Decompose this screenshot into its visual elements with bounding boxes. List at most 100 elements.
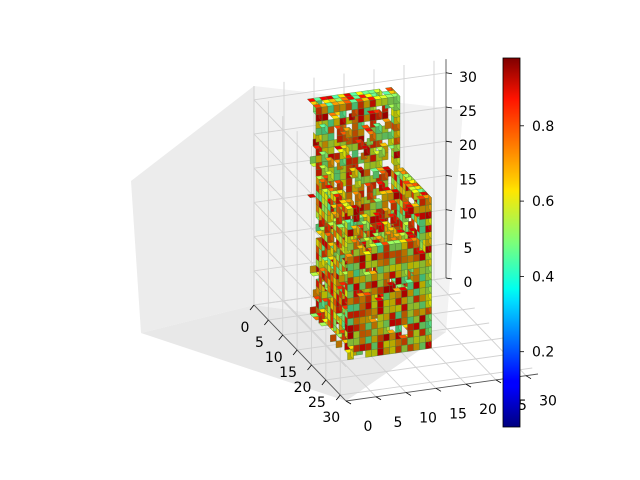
voxel-front-face	[359, 261, 366, 270]
voxel-front-face	[389, 305, 396, 314]
voxel	[401, 255, 408, 264]
voxel	[395, 270, 402, 279]
voxel	[419, 266, 426, 275]
voxel	[377, 279, 384, 288]
voxel	[327, 132, 335, 141]
voxel-front-face	[359, 275, 366, 284]
voxel-front-face	[347, 276, 354, 285]
voxel-front-face	[401, 344, 408, 353]
voxel	[339, 171, 347, 181]
voxel-front-face	[419, 253, 426, 262]
voxel	[371, 348, 378, 357]
voxel-front-face	[389, 264, 396, 273]
voxel-front-face	[413, 287, 420, 297]
voxel	[404, 203, 415, 215]
voxel	[333, 152, 341, 161]
voxel	[377, 286, 384, 295]
voxel-front-face	[419, 335, 426, 344]
voxel	[324, 170, 335, 182]
voxel	[371, 341, 378, 350]
voxel-front-face	[347, 317, 354, 326]
voxel	[401, 296, 408, 305]
voxel-front-face	[347, 297, 354, 306]
voxel-side-face	[378, 122, 383, 134]
voxel	[383, 251, 390, 260]
voxel-front-face	[383, 292, 390, 301]
voxel	[407, 316, 414, 325]
voxel-side-face	[345, 144, 350, 156]
voxel-front-face	[407, 329, 414, 338]
voxel-front-face	[413, 267, 420, 276]
voxel	[375, 221, 385, 233]
voxel-front-face	[327, 139, 335, 148]
voxel	[365, 342, 372, 351]
voxel	[383, 258, 390, 267]
voxel	[360, 220, 370, 232]
voxel	[395, 256, 402, 265]
voxel-front-face	[377, 286, 384, 295]
voxel	[315, 168, 323, 177]
voxel	[363, 161, 371, 170]
voxel	[371, 307, 378, 316]
voxel	[309, 306, 317, 315]
voxel	[359, 309, 366, 318]
voxel	[353, 276, 360, 285]
voxel	[419, 218, 426, 227]
voxel-front-face	[353, 303, 360, 312]
voxel-front-face	[365, 322, 372, 331]
voxel-front-face	[371, 300, 378, 309]
voxel	[407, 329, 414, 338]
voxel-front-face	[351, 156, 359, 165]
voxel	[377, 334, 384, 343]
voxel-front-face	[347, 331, 354, 340]
voxel-front-face	[377, 320, 384, 329]
voxel	[375, 132, 383, 141]
voxel	[365, 329, 372, 338]
voxel-side-face	[342, 189, 346, 201]
z-tick-mark	[445, 140, 453, 143]
voxel-front-face	[377, 245, 384, 254]
z-tick-label: 15	[459, 172, 477, 188]
voxel-front-face	[387, 96, 395, 106]
voxel-front-face	[389, 332, 396, 341]
voxel-front-face	[395, 256, 402, 265]
voxel-front-face	[347, 208, 354, 217]
voxel	[413, 260, 420, 269]
y-tick-mark	[465, 383, 472, 388]
voxel-front-face	[413, 294, 420, 304]
voxel	[369, 201, 377, 211]
voxel	[327, 146, 335, 155]
y-tick-label: 15	[449, 406, 467, 422]
voxel-front-face	[353, 282, 360, 291]
voxel	[419, 280, 426, 289]
voxel-front-face	[363, 168, 371, 177]
voxel-front-face	[419, 266, 426, 275]
z-tick-mark	[445, 277, 453, 280]
voxel-front-face	[389, 346, 396, 355]
voxel-side-face	[369, 182, 374, 193]
voxel-front-face	[351, 149, 359, 158]
voxel	[369, 167, 380, 179]
voxel	[413, 287, 420, 297]
voxel	[419, 259, 426, 268]
z-tick-mark	[445, 174, 453, 177]
voxel-front-face	[369, 154, 377, 163]
x-tick-label: 5	[255, 335, 264, 351]
voxel	[413, 342, 420, 351]
voxel	[363, 168, 371, 177]
voxel-front-face	[347, 338, 354, 347]
voxel	[324, 232, 334, 244]
grid-line	[253, 72, 447, 101]
voxel-front-face	[345, 184, 353, 194]
z-tick-label: 10	[459, 207, 477, 223]
voxel-front-face	[309, 306, 317, 315]
voxel	[347, 317, 354, 326]
voxel	[390, 188, 400, 200]
voxel-front-face	[401, 255, 408, 264]
voxel	[422, 194, 432, 206]
voxel-front-face	[347, 256, 354, 265]
voxel-front-face	[369, 161, 377, 170]
voxel-front-face	[359, 302, 366, 311]
voxel-front-face	[383, 299, 390, 308]
